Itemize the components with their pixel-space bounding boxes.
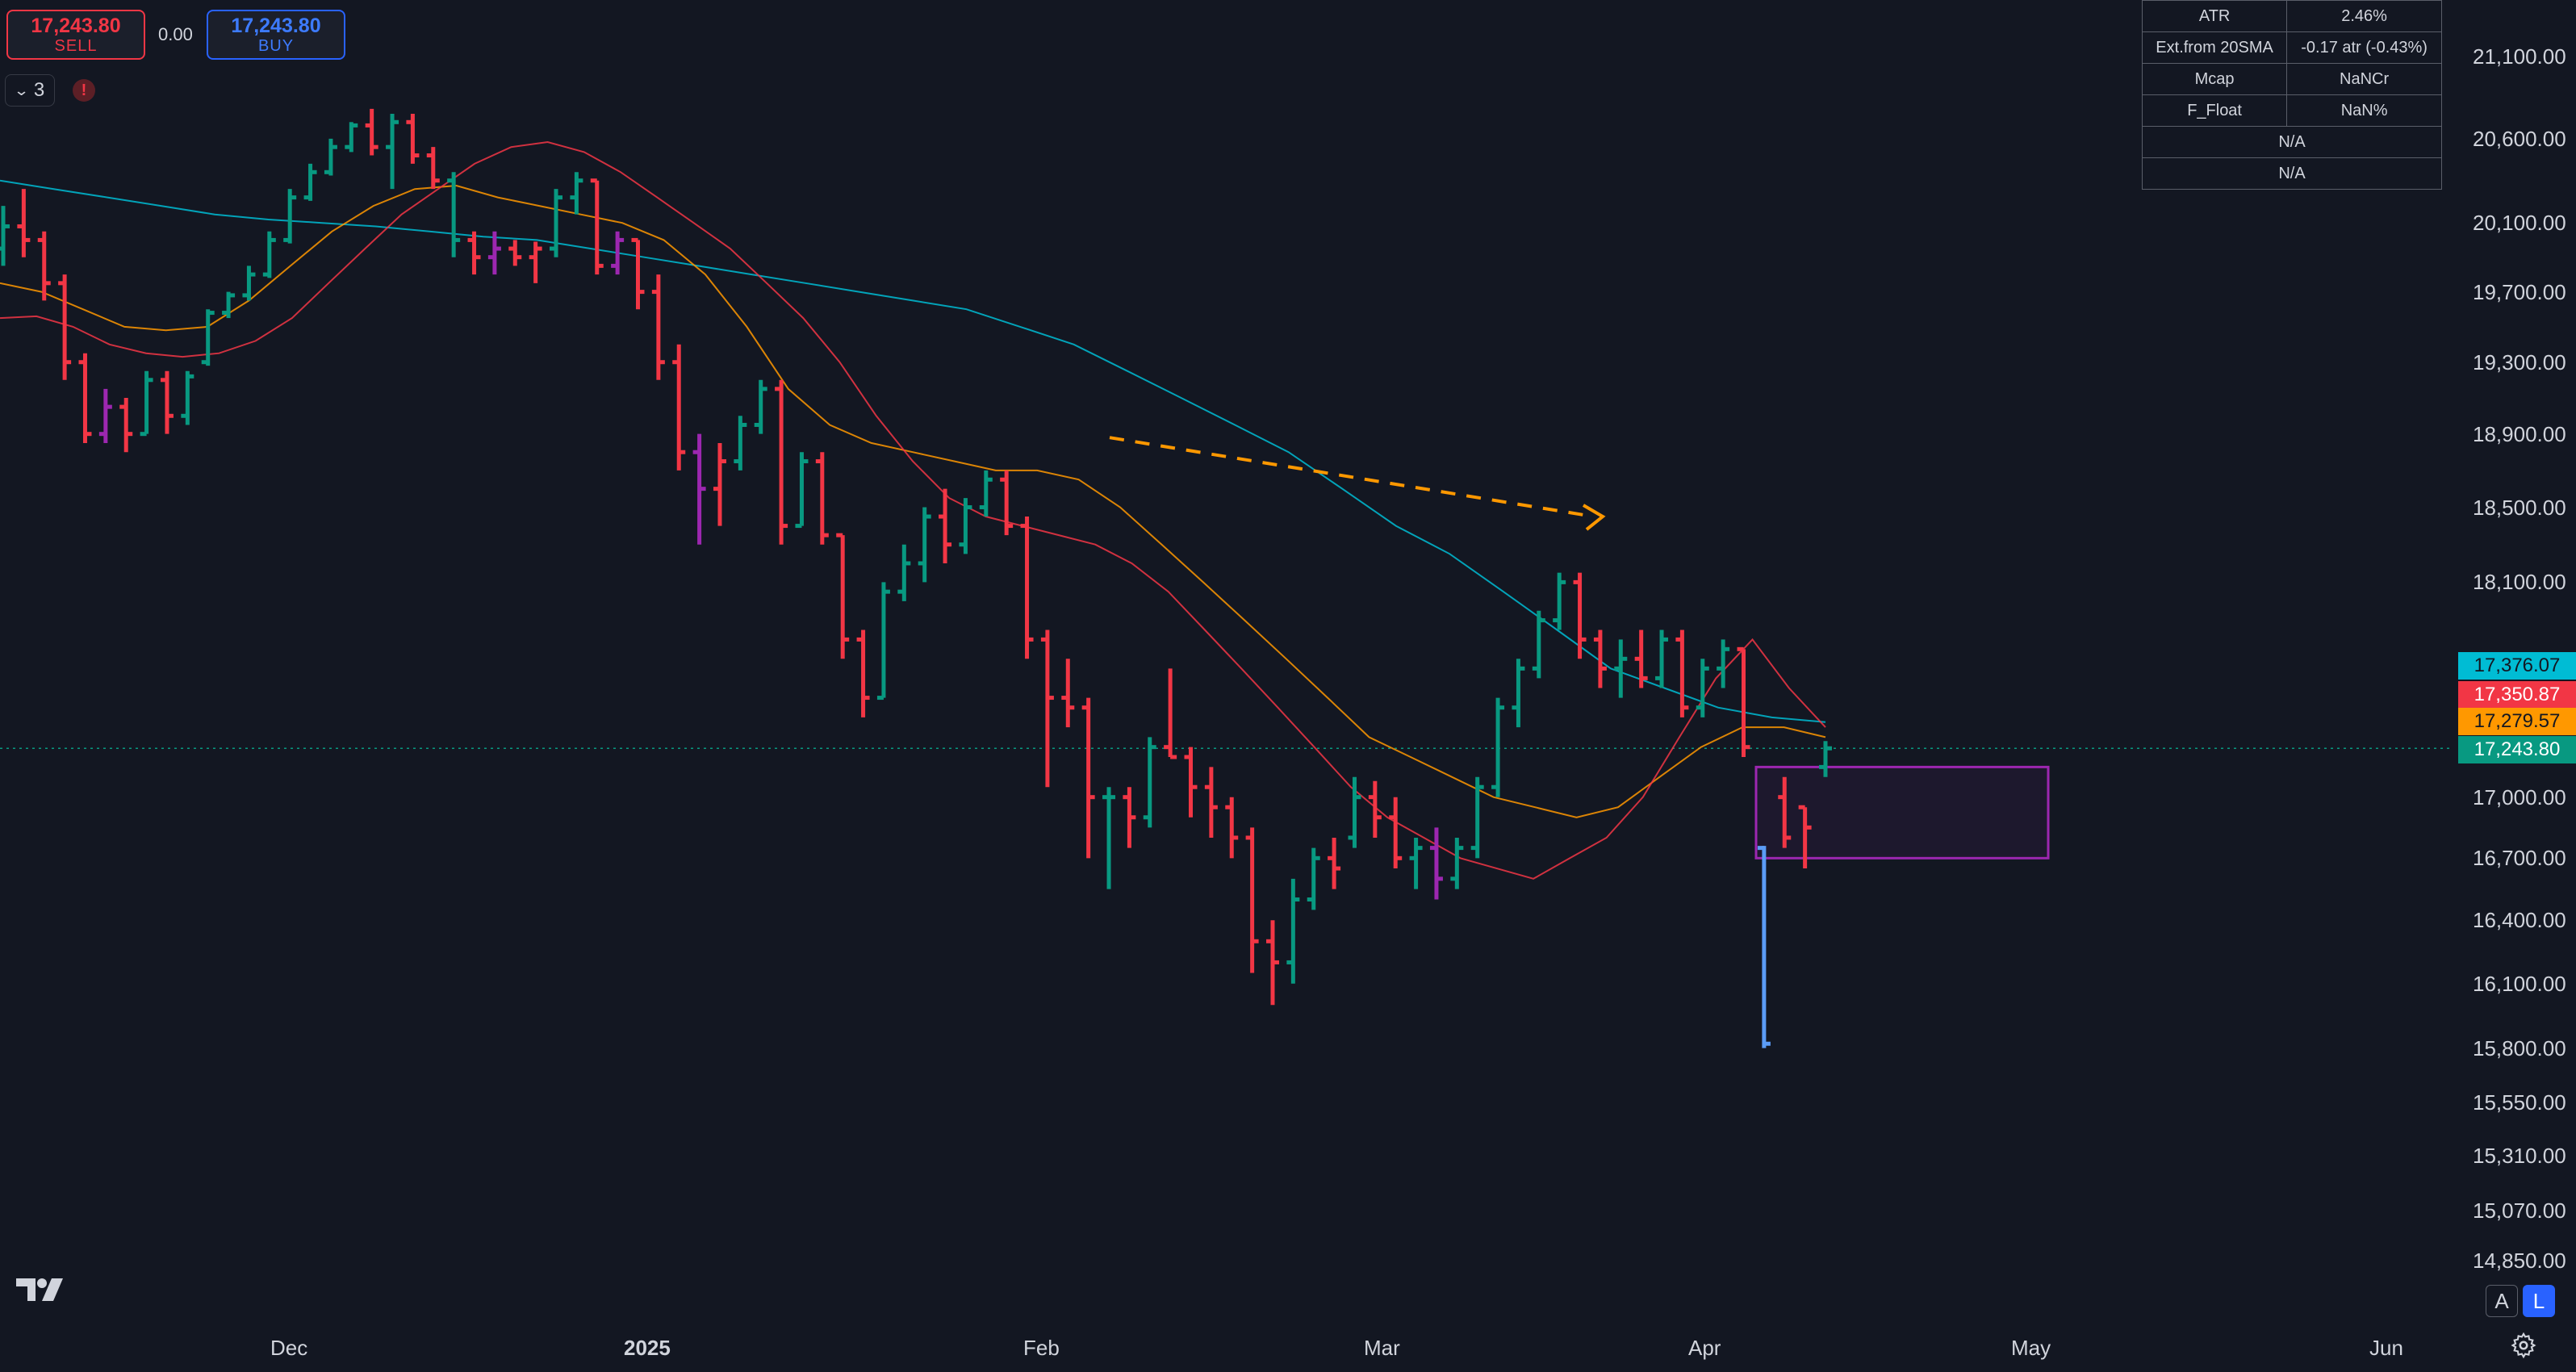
- info-label: Mcap: [2141, 63, 2288, 95]
- price-axis-label: 15,310.00: [2473, 1144, 2566, 1169]
- info-label: ATR: [2141, 0, 2288, 32]
- spread-value: 0.00: [158, 24, 193, 44]
- time-axis-label: Mar: [1364, 1336, 1400, 1360]
- info-value: NaN%: [2286, 94, 2442, 127]
- price-axis-label: 15,550.00: [2473, 1090, 2566, 1115]
- sma-slow-line: [0, 179, 1826, 723]
- sma-mid-line: [0, 184, 1826, 818]
- price-axis-label: 20,600.00: [2473, 126, 2566, 151]
- info-value: 2.46%: [2286, 0, 2442, 32]
- indicators-count: 3: [33, 79, 45, 101]
- price-axis-label: 16,400.00: [2473, 908, 2566, 933]
- sell-price: 17,243.80: [31, 15, 121, 37]
- info-row: ATR 2.46%: [2141, 0, 2442, 32]
- price-axis-label: 19,700.00: [2473, 279, 2566, 304]
- sell-label: SELL: [54, 37, 98, 55]
- price-axis-label: 16,100.00: [2473, 971, 2566, 996]
- info-table: ATR 2.46% Ext.from 20SMA -0.17 atr (-0.43%)…: [2141, 0, 2442, 190]
- time-axis-label: Apr: [1688, 1336, 1721, 1360]
- price-axis-label: 21,100.00: [2473, 44, 2566, 69]
- settings-icon[interactable]: [2510, 1332, 2537, 1359]
- alert-icon[interactable]: !: [73, 79, 95, 102]
- info-row: Ext.from 20SMA -0.17 atr (-0.43%): [2141, 31, 2442, 64]
- trend-line: [1109, 436, 1595, 519]
- time-axis-label: Jun: [2369, 1336, 2403, 1360]
- info-na-value: N/A: [2142, 126, 2442, 158]
- buy-button[interactable]: 17,243.80 BUY: [207, 10, 345, 60]
- time-axis-label: Dec: [270, 1336, 308, 1360]
- zone-box: [1754, 765, 2050, 860]
- sma-fast-line: [0, 140, 1826, 880]
- auto-scale-button[interactable]: A: [2486, 1285, 2518, 1317]
- tradingview-logo[interactable]: [15, 1275, 66, 1304]
- info-row: Mcap NaNCr: [2141, 63, 2442, 95]
- price-axis-label: 16,700.00: [2473, 846, 2566, 871]
- info-value: NaNCr: [2286, 63, 2442, 95]
- info-na-value: N/A: [2142, 157, 2442, 190]
- log-scale-button[interactable]: L: [2523, 1285, 2555, 1317]
- price-axis-label: 19,300.00: [2473, 349, 2566, 374]
- info-row-na: N/A: [2142, 157, 2442, 190]
- price-axis-label: 15,070.00: [2473, 1198, 2566, 1223]
- info-row-na: N/A: [2142, 126, 2442, 158]
- price-axis-label: 17,000.00: [2473, 784, 2566, 809]
- time-axis-label: Feb: [1023, 1336, 1060, 1360]
- time-axis-label: 2025: [624, 1336, 671, 1360]
- price-axis-label: 18,500.00: [2473, 495, 2566, 520]
- price-axis-label: 18,900.00: [2473, 421, 2566, 446]
- info-label: F_Float: [2141, 94, 2288, 127]
- sell-button[interactable]: 17,243.80 SELL: [6, 10, 145, 60]
- chevron-down-icon: ⌄: [13, 82, 30, 98]
- price-axis-label: 15,800.00: [2473, 1035, 2566, 1060]
- price-tag: 17,279.57: [2458, 708, 2576, 735]
- price-axis-label: 20,100.00: [2473, 211, 2566, 236]
- price-tag: 17,350.87: [2458, 681, 2576, 709]
- price-axis-label: 18,100.00: [2473, 570, 2566, 595]
- indicators-collapse-button[interactable]: ⌄ 3: [5, 74, 55, 107]
- info-label: Ext.from 20SMA: [2141, 31, 2288, 64]
- price-axis-label: 14,850.00: [2473, 1249, 2566, 1273]
- price-tag: 17,243.80: [2458, 736, 2576, 763]
- price-tag: 17,376.07: [2458, 652, 2576, 680]
- time-axis-label: May: [2011, 1336, 2051, 1360]
- buy-label: BUY: [257, 37, 295, 55]
- info-value: -0.17 atr (-0.43%): [2286, 31, 2442, 64]
- info-row: F_Float NaN%: [2141, 94, 2442, 127]
- trend-arrow-head: [1582, 504, 1606, 531]
- buy-price: 17,243.80: [231, 15, 321, 37]
